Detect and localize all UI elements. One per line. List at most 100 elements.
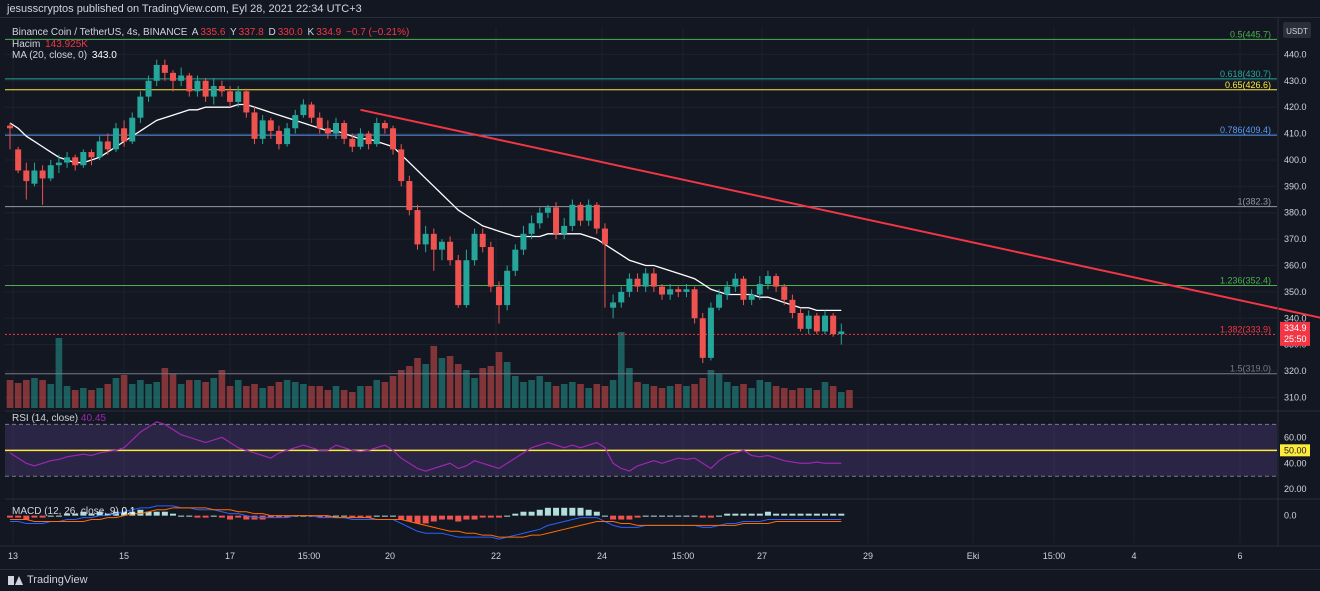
volume-bar: [454, 364, 462, 408]
symbol-legend: Binance Coin / TetherUS, 4s, BINANCE A 33…: [12, 27, 411, 39]
candle: [740, 276, 747, 306]
candle-body: [7, 125, 13, 129]
candle: [284, 123, 291, 147]
macd-hist-bar: [618, 515, 625, 520]
macd-hist-bar: [47, 515, 54, 517]
candle: [675, 286, 682, 298]
candle-body: [797, 313, 804, 329]
macd-hist-bar: [39, 515, 46, 518]
volume-bar: [218, 370, 226, 408]
candle-body: [732, 278, 739, 287]
rsi-level-badge: [1280, 444, 1310, 457]
candle-body: [520, 233, 527, 250]
candle-body: [194, 80, 201, 92]
candle: [512, 244, 519, 277]
candle-body: [23, 170, 30, 182]
volume-bar: [39, 380, 46, 408]
candle-body: [251, 112, 258, 139]
price-tick-label: 340.0: [1284, 313, 1307, 323]
candle-body: [145, 80, 152, 97]
candle: [235, 86, 242, 108]
candle: [202, 78, 209, 102]
candle: [308, 101, 315, 123]
volume-bar: [446, 356, 454, 408]
volume-bar: [528, 380, 535, 408]
candle: [626, 273, 633, 298]
price-chart[interactable]: 0.5(445.7) 0.618(430.7)0.65(426.6) 0.786(4…: [0, 18, 1320, 569]
candle: [39, 165, 46, 205]
candle-body: [618, 291, 625, 303]
macd-hist-bar: [284, 515, 291, 518]
candle: [756, 276, 763, 300]
volume-bar: [707, 370, 715, 408]
candle-body: [764, 276, 771, 284]
candle: [593, 202, 600, 234]
macd-hist-bar: [553, 507, 560, 516]
candle: [129, 112, 136, 145]
candle: [781, 283, 788, 306]
last-price-label: 334.9: [1284, 323, 1307, 333]
volume-bar: [503, 362, 511, 408]
volume-bar: [829, 386, 837, 408]
volume-bar: [210, 378, 218, 408]
tradingview-logo[interactable]: TradingView: [8, 574, 88, 586]
candle-body: [406, 181, 413, 211]
candle: [748, 289, 755, 306]
candle-body: [683, 289, 690, 292]
candle-body: [202, 80, 209, 97]
published-text: jesusscryptos published on TradingView.c…: [7, 3, 362, 15]
candle-body: [748, 294, 755, 300]
candle: [72, 154, 79, 171]
candle-body: [243, 91, 250, 113]
candle: [585, 199, 592, 226]
macd-hist-bar: [781, 513, 788, 516]
candle-body: [675, 289, 682, 292]
candle-body: [15, 149, 22, 171]
candle: [31, 162, 38, 187]
candle-body: [512, 249, 519, 271]
candle: [381, 120, 388, 134]
candle: [218, 80, 225, 97]
candle-body: [341, 123, 348, 139]
candle-body: [430, 233, 437, 250]
candle: [430, 228, 437, 271]
candle-body: [838, 331, 845, 335]
candle: [7, 123, 13, 150]
macd-hist-bar: [740, 513, 747, 516]
tradingview-brand: TradingView: [27, 574, 88, 586]
candle: [324, 120, 331, 139]
time-tick-label: 15:00: [672, 551, 695, 561]
time-tick-label: 6: [1237, 551, 1242, 561]
macd-hist-bar: [80, 511, 87, 516]
macd-hist-bar: [707, 515, 714, 518]
countdown-label: 25:50: [1284, 334, 1307, 344]
volume-bar: [332, 386, 340, 408]
macd-hist-bar: [96, 511, 103, 516]
candle-body: [170, 72, 176, 81]
volume-bar: [797, 388, 804, 408]
volume-bar: [300, 384, 307, 408]
macd-hist-bar: [724, 513, 731, 516]
macd-hist-bar: [650, 515, 657, 517]
volume-bar: [552, 386, 560, 408]
macd-hist-bar: [822, 513, 828, 516]
candle-body: [357, 133, 364, 147]
macd-hist-bar: [227, 515, 234, 520]
candle: [805, 310, 812, 335]
volume-bar: [120, 375, 128, 408]
candle: [357, 128, 364, 150]
candle-body: [227, 91, 234, 102]
price-tick-label: 310.0: [1284, 392, 1307, 402]
rsi-line: [9, 421, 842, 472]
candle-body: [235, 91, 242, 102]
candle-body: [789, 299, 796, 313]
candle-body: [104, 141, 111, 150]
tradingview-logo-icon: [8, 575, 23, 585]
candle-body: [398, 149, 405, 182]
rsi-level-label: 50.00: [1284, 445, 1307, 455]
volume-bar: [838, 392, 845, 408]
macd-tick-label: 0.0: [1284, 511, 1297, 521]
candle-body: [626, 278, 633, 292]
macd-hist-bar: [373, 515, 380, 517]
macd-hist-bar: [764, 511, 771, 516]
